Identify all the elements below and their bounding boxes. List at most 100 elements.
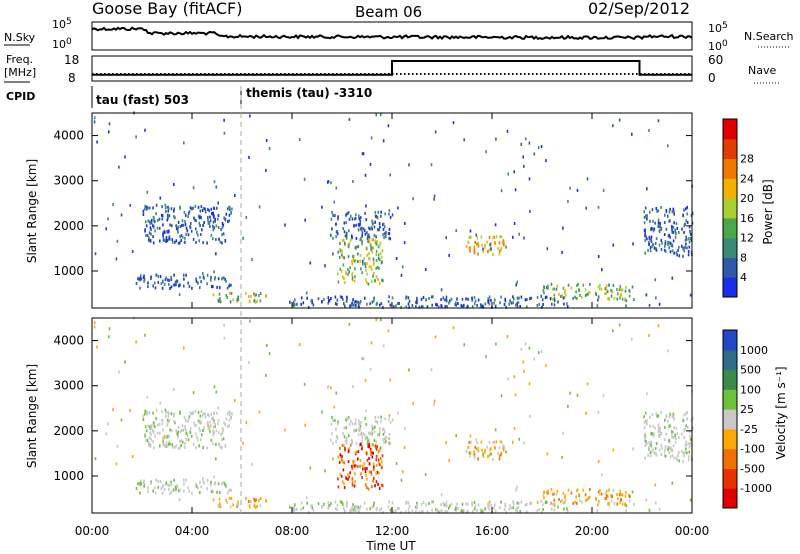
echo-cell: [178, 498, 181, 502]
echo-cell: [645, 419, 647, 423]
echo-cell: [195, 484, 198, 488]
echo-cell: [518, 296, 520, 300]
echo-cell: [510, 506, 513, 510]
echo-cell: [184, 240, 186, 244]
echo-cell: [248, 300, 251, 304]
echo-cell: [671, 430, 673, 434]
echo-cell: [194, 423, 196, 427]
echo-cell: [375, 508, 378, 511]
cpid-mode-2: themis (tau) -3310: [246, 86, 372, 100]
colorbar-tick-label: 20: [740, 192, 754, 205]
echo-cell: [685, 219, 687, 223]
echo-cell: [208, 414, 210, 418]
echo-cell: [385, 440, 387, 444]
echo-cell: [348, 117, 351, 121]
echo-cell: [181, 440, 184, 444]
colorbar-swatch: [723, 349, 737, 371]
echo-cell: [364, 211, 366, 215]
echo-cell: [658, 435, 661, 438]
echo-cell: [425, 298, 427, 302]
echo-cell: [159, 275, 162, 279]
echo-cell: [549, 502, 552, 506]
echo-cell: [646, 422, 648, 426]
colorbar-tick-label: 16: [740, 212, 754, 225]
echo-cell: [655, 501, 657, 505]
echo-cell: [171, 443, 174, 447]
echo-cell: [398, 301, 400, 305]
echo-cell: [648, 447, 650, 451]
echo-cell: [657, 119, 660, 123]
echo-cell: [690, 238, 693, 242]
echo-cell: [149, 444, 152, 448]
echo-cell: [687, 455, 690, 459]
echo-cell: [202, 429, 204, 432]
echo-cell: [567, 404, 569, 408]
echo-cell: [217, 422, 219, 426]
echo-cell: [362, 432, 365, 436]
echo-cell: [212, 429, 214, 433]
echo-cell: [513, 222, 516, 225]
echo-cell: [189, 431, 192, 435]
echo-cell: [561, 499, 564, 503]
echo-cell: [562, 226, 564, 230]
echo-cell: [176, 433, 179, 437]
echo-cell: [440, 503, 442, 507]
echo-cell: [166, 239, 169, 243]
echo-cell: [612, 283, 615, 287]
echo-cell: [668, 446, 670, 450]
echo-cell: [546, 247, 549, 251]
echo-cell: [219, 502, 221, 505]
echo-cell: [416, 299, 418, 303]
echo-cell: [625, 304, 627, 308]
echo-cell: [135, 282, 138, 285]
echo-cell: [440, 304, 442, 308]
echo-cell: [347, 255, 350, 259]
echo-cell: [170, 490, 173, 494]
echo-cell: [631, 490, 634, 494]
echo-cell: [416, 506, 418, 510]
echo-cell: [440, 509, 442, 513]
echo-cell: [685, 412, 687, 416]
echo-cell: [142, 418, 145, 421]
echo-cell: [323, 297, 325, 301]
echo-cell: [377, 278, 379, 281]
echo-cell: [144, 229, 146, 233]
echo-cell: [550, 487, 553, 491]
echo-cell: [351, 217, 354, 221]
echo-cell: [566, 507, 568, 511]
echo-cell: [504, 299, 507, 303]
echo-cell: [424, 268, 427, 271]
echo-cell: [368, 441, 371, 445]
echo-cell: [174, 488, 176, 492]
echo-cell: [383, 232, 386, 236]
echo-cell: [219, 300, 222, 304]
echo-cell: [199, 224, 201, 228]
echo-cell: [351, 301, 354, 305]
echo-cell: [471, 305, 474, 309]
echo-cell: [237, 298, 240, 302]
echo-cell: [671, 210, 674, 214]
echo-cell: [197, 281, 199, 285]
echo-cell: [353, 508, 355, 512]
echo-cell: [161, 410, 163, 414]
echo-cell: [165, 411, 167, 414]
colorbar-tick-label: 12: [740, 232, 754, 245]
echo-cell: [457, 507, 459, 510]
echo-cell: [170, 207, 173, 211]
echo-cell: [330, 217, 333, 221]
echo-cell: [678, 245, 680, 249]
echo-cell: [388, 417, 390, 421]
echo-cell: [683, 231, 685, 234]
echo-cell: [366, 442, 369, 445]
echo-cell: [363, 501, 366, 505]
echo-cell: [175, 227, 178, 231]
echo-cell: [465, 450, 468, 453]
echo-cell: [660, 239, 663, 242]
echo-cell: [177, 425, 180, 429]
echo-cell: [234, 399, 236, 402]
echo-cell: [213, 420, 215, 424]
echo-cell: [487, 300, 489, 304]
echo-cell: [467, 446, 470, 449]
echo-cell: [200, 421, 202, 425]
echo-cell: [216, 285, 218, 289]
